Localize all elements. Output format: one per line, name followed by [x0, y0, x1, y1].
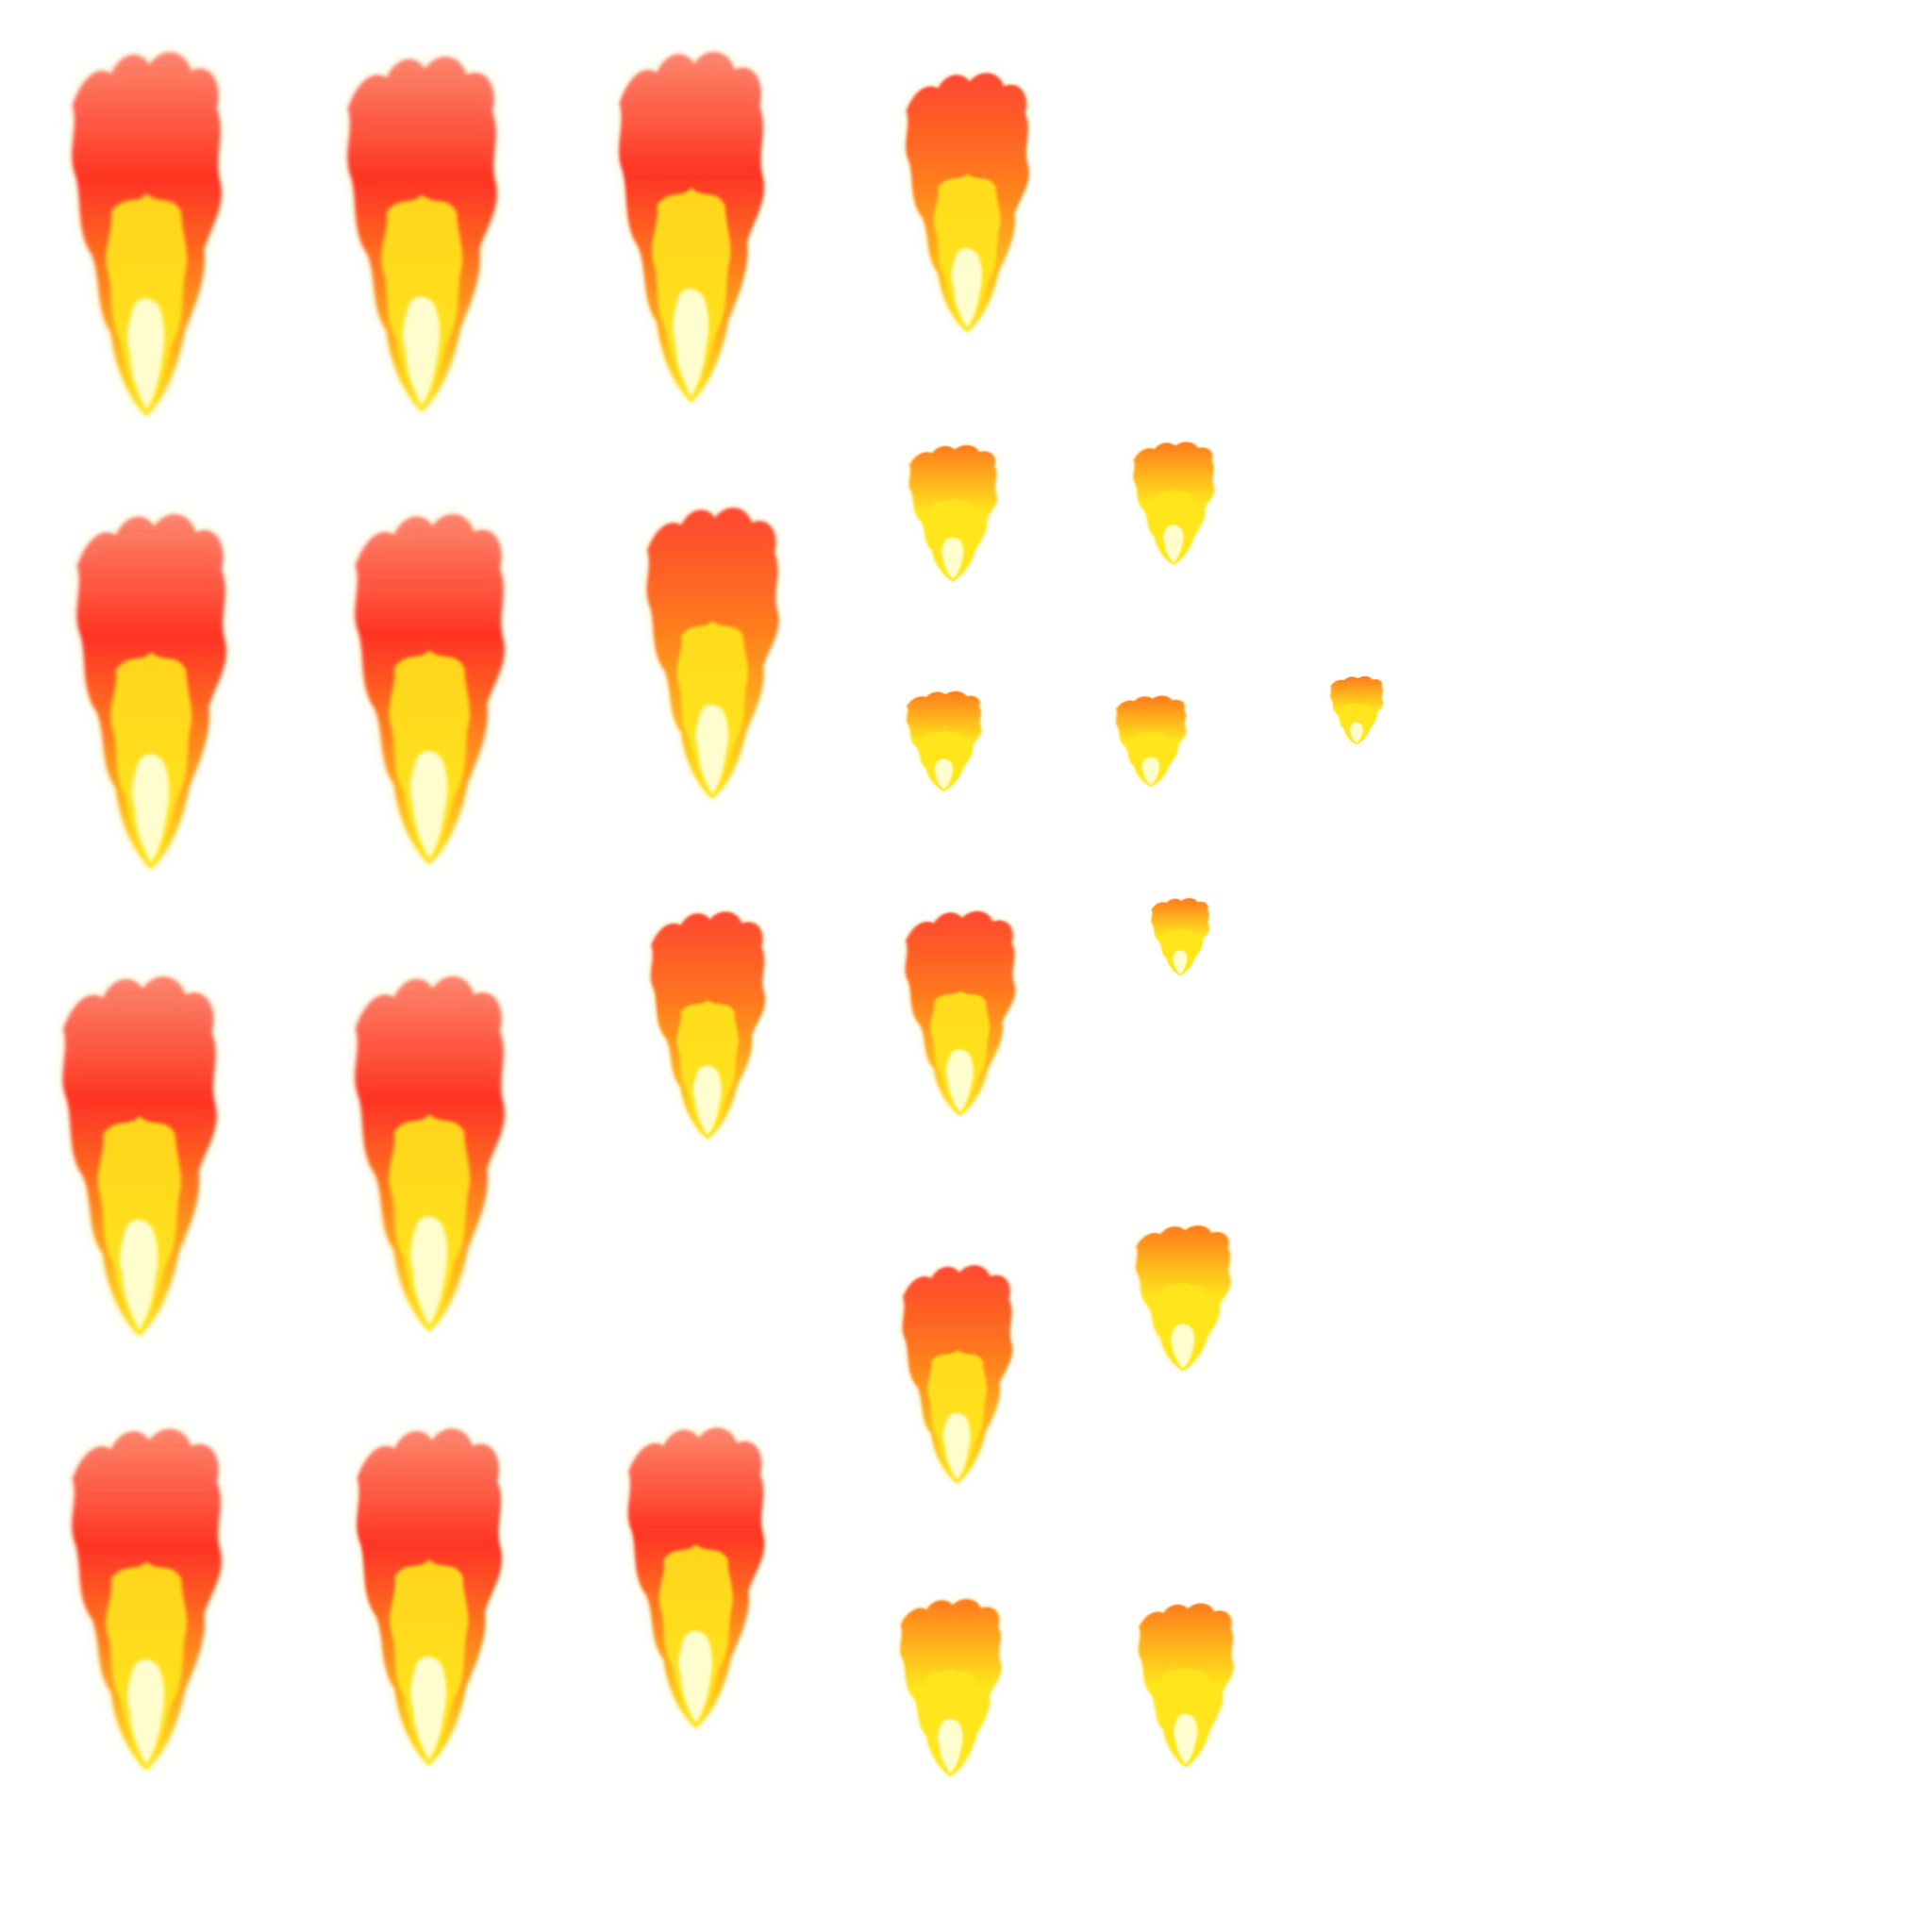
flame-graphic — [1135, 1225, 1231, 1372]
flame-sprite-24 — [1135, 1599, 1237, 1769]
flame-graphic — [1151, 898, 1209, 976]
flame-graphic — [355, 975, 505, 1332]
flame-graphic — [347, 56, 497, 412]
flame-sprite-14 — [349, 967, 509, 1335]
flame-sprite-23 — [896, 1594, 1005, 1778]
flame-sprite-18 — [898, 1259, 1016, 1486]
flame-sprite-8 — [906, 441, 1000, 583]
flame-sprite-5 — [71, 505, 231, 873]
flame-graphic — [355, 513, 505, 865]
flame-sprite-22 — [623, 1420, 769, 1731]
flame-graphic — [908, 444, 997, 582]
flame-sprite-10 — [904, 689, 984, 792]
flame-graphic — [1115, 695, 1187, 788]
flame-graphic — [72, 52, 222, 417]
flame-graphic — [357, 1428, 502, 1766]
flame-sprite-6 — [349, 505, 509, 868]
flame-graphic — [62, 976, 217, 1337]
flame-sprite-1 — [66, 42, 226, 420]
flame-sprite-15 — [646, 906, 769, 1141]
flame-sprite-12 — [1328, 675, 1385, 745]
flame-graphic — [1138, 1603, 1234, 1768]
flame-graphic — [906, 73, 1029, 333]
flame-sprite-19 — [1132, 1222, 1234, 1373]
flame-graphic — [907, 691, 982, 792]
flame-sprite-7 — [641, 500, 783, 802]
flame-graphic — [72, 1428, 222, 1771]
flame-graphic — [627, 1427, 765, 1729]
flame-sprite-4 — [901, 66, 1033, 335]
flame-graphic — [902, 1265, 1013, 1484]
flame-sprite-17 — [1149, 896, 1211, 976]
flame-graphic — [1330, 675, 1384, 745]
flame-sprite-21 — [351, 1420, 507, 1769]
flame-graphic — [900, 1598, 1002, 1777]
flame-sprite-13 — [57, 967, 222, 1340]
flame-graphic — [1133, 441, 1215, 565]
flame-sprite-11 — [1113, 693, 1189, 788]
flame-graphic — [619, 51, 764, 403]
flame-graphic — [646, 508, 779, 800]
flame-sprite-16 — [901, 906, 1019, 1118]
flame-sprite-20 — [66, 1420, 226, 1774]
flame-graphic — [905, 910, 1016, 1117]
flame-sprite-3 — [613, 42, 769, 406]
flame-graphic — [76, 513, 226, 870]
flame-sprite-2 — [341, 47, 502, 415]
flame-graphic — [650, 911, 766, 1140]
flame-sprite-9 — [1130, 439, 1217, 566]
